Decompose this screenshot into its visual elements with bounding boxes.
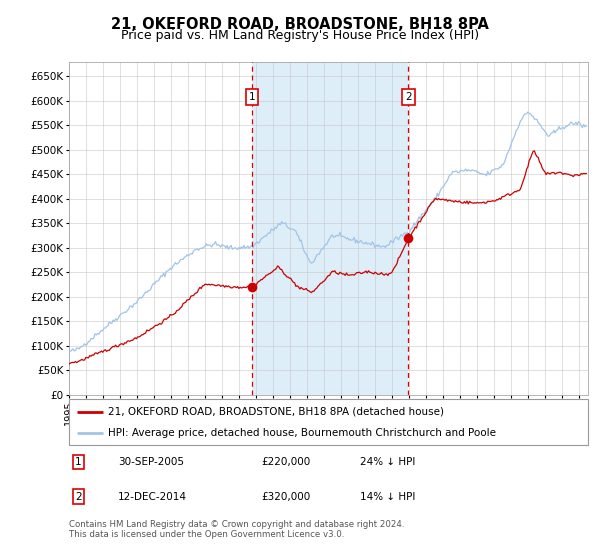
Text: £320,000: £320,000 (261, 492, 310, 502)
Text: 1: 1 (248, 92, 255, 101)
Text: 30-SEP-2005: 30-SEP-2005 (118, 457, 184, 467)
FancyBboxPatch shape (69, 399, 588, 445)
Text: 24% ↓ HPI: 24% ↓ HPI (359, 457, 415, 467)
Text: 21, OKEFORD ROAD, BROADSTONE, BH18 8PA (detached house): 21, OKEFORD ROAD, BROADSTONE, BH18 8PA (… (108, 407, 444, 417)
Text: 12-DEC-2014: 12-DEC-2014 (118, 492, 187, 502)
Text: 14% ↓ HPI: 14% ↓ HPI (359, 492, 415, 502)
Bar (252, 62, 409, 395)
Text: HPI: Average price, detached house, Bournemouth Christchurch and Poole: HPI: Average price, detached house, Bour… (108, 428, 496, 438)
Text: Contains HM Land Registry data © Crown copyright and database right 2024.
This d: Contains HM Land Registry data © Crown c… (69, 520, 404, 539)
Text: 2: 2 (75, 492, 82, 502)
Text: Price paid vs. HM Land Registry's House Price Index (HPI): Price paid vs. HM Land Registry's House … (121, 29, 479, 42)
Text: £220,000: £220,000 (261, 457, 310, 467)
Text: 21, OKEFORD ROAD, BROADSTONE, BH18 8PA: 21, OKEFORD ROAD, BROADSTONE, BH18 8PA (111, 17, 489, 32)
Text: 2: 2 (405, 92, 412, 101)
Text: 1: 1 (75, 457, 82, 467)
